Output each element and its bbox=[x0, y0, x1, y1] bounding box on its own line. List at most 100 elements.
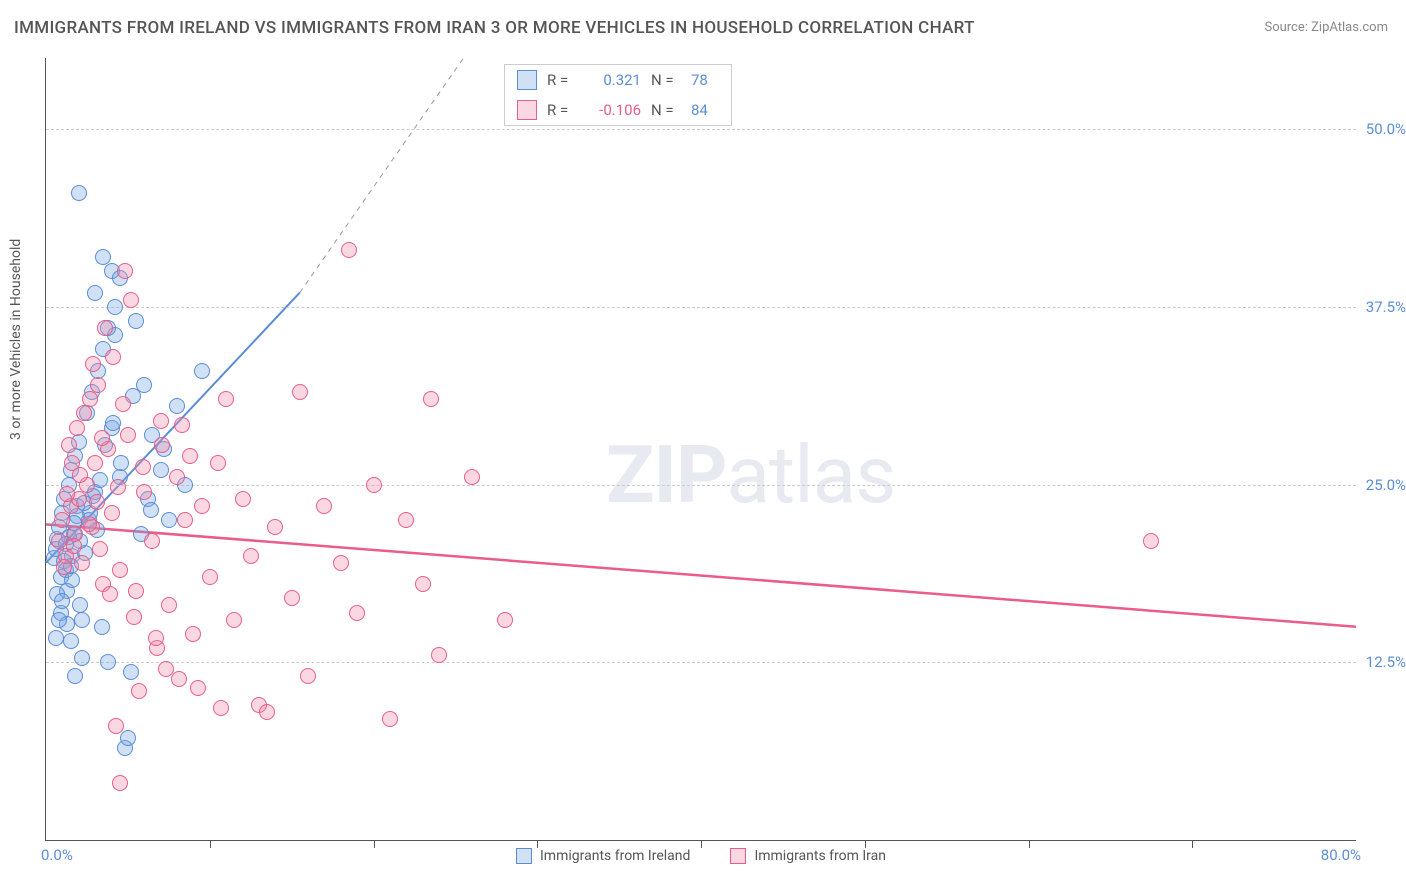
data-point bbox=[194, 363, 210, 379]
chart-container: IMMIGRANTS FROM IRELAND VS IMMIGRANTS FR… bbox=[0, 0, 1406, 892]
plot-area: ZIPatlas R =0.321N =78R =-0.106N =84 Imm… bbox=[45, 58, 1356, 841]
x-tick-mark bbox=[865, 840, 866, 848]
gridline bbox=[46, 129, 1356, 130]
data-point bbox=[117, 263, 133, 279]
x-tick-mark bbox=[210, 840, 211, 848]
data-point bbox=[292, 384, 308, 400]
data-point bbox=[126, 609, 142, 625]
data-point bbox=[108, 718, 124, 734]
legend-swatch bbox=[516, 848, 532, 864]
data-point bbox=[48, 630, 64, 646]
data-point bbox=[154, 437, 170, 453]
data-point bbox=[123, 664, 139, 680]
data-point bbox=[202, 569, 218, 585]
gridline bbox=[46, 662, 1356, 663]
data-point bbox=[74, 555, 90, 571]
data-point bbox=[300, 668, 316, 684]
data-point bbox=[87, 285, 103, 301]
data-point bbox=[497, 612, 513, 628]
data-point bbox=[95, 249, 111, 265]
data-point bbox=[120, 427, 136, 443]
data-point bbox=[194, 498, 210, 514]
data-point bbox=[66, 538, 82, 554]
data-point bbox=[87, 455, 103, 471]
data-point bbox=[218, 391, 234, 407]
data-point bbox=[69, 420, 85, 436]
x-tick-origin: 0.0% bbox=[41, 846, 73, 864]
data-point bbox=[105, 415, 121, 431]
data-point bbox=[177, 512, 193, 528]
data-point bbox=[59, 486, 75, 502]
correlation-legend: R =0.321N =78R = -0.106 N = 84 bbox=[504, 64, 732, 126]
data-point bbox=[67, 668, 83, 684]
n-value: 78 bbox=[691, 71, 719, 89]
data-point bbox=[90, 377, 106, 393]
x-tick-mark bbox=[537, 840, 538, 848]
x-tick-mark bbox=[374, 840, 375, 848]
data-point bbox=[169, 398, 185, 414]
data-point bbox=[161, 597, 177, 613]
legend-item: Immigrants from Ireland bbox=[516, 848, 690, 864]
data-point bbox=[104, 505, 120, 521]
gridline bbox=[46, 485, 1356, 486]
data-point bbox=[63, 633, 79, 649]
legend-swatch bbox=[730, 848, 746, 864]
data-point bbox=[316, 498, 332, 514]
r-label: R = bbox=[547, 71, 575, 89]
source-link[interactable]: ZipAtlas.com bbox=[1311, 20, 1388, 35]
gridline bbox=[46, 307, 1356, 308]
data-point bbox=[97, 320, 113, 336]
data-point bbox=[431, 647, 447, 663]
data-point bbox=[110, 479, 126, 495]
x-tick-mark bbox=[1192, 840, 1193, 848]
data-point bbox=[423, 391, 439, 407]
data-point bbox=[259, 704, 275, 720]
x-tick-mark bbox=[1029, 840, 1030, 848]
data-point bbox=[382, 711, 398, 727]
data-point bbox=[113, 455, 129, 471]
data-point bbox=[74, 650, 90, 666]
source-attribution: Source: ZipAtlas.com bbox=[1264, 20, 1388, 35]
data-point bbox=[56, 559, 72, 575]
data-point bbox=[185, 626, 201, 642]
data-point bbox=[115, 396, 131, 412]
data-point bbox=[100, 654, 116, 670]
data-point bbox=[174, 417, 190, 433]
data-point bbox=[72, 467, 88, 483]
data-point bbox=[235, 491, 251, 507]
data-point bbox=[341, 242, 357, 258]
data-point bbox=[398, 512, 414, 528]
data-point bbox=[74, 612, 90, 628]
source-prefix: Source: bbox=[1264, 20, 1311, 35]
legend-swatch bbox=[517, 100, 537, 120]
data-point bbox=[54, 593, 70, 609]
data-point bbox=[284, 590, 300, 606]
n-value: 84 bbox=[691, 101, 719, 119]
trend-lines-layer bbox=[46, 58, 1356, 840]
data-point bbox=[415, 576, 431, 592]
x-tick-mark bbox=[701, 840, 702, 848]
legend-swatch bbox=[517, 70, 537, 90]
data-point bbox=[135, 459, 151, 475]
data-point bbox=[182, 448, 198, 464]
legend-row: R =0.321N =78 bbox=[505, 65, 731, 95]
data-point bbox=[153, 413, 169, 429]
chart-title: IMMIGRANTS FROM IRELAND VS IMMIGRANTS FR… bbox=[14, 18, 975, 38]
data-point bbox=[213, 700, 229, 716]
n-label: N = bbox=[651, 101, 681, 119]
data-point bbox=[102, 586, 118, 602]
data-point bbox=[61, 437, 77, 453]
data-point bbox=[210, 455, 226, 471]
data-point bbox=[464, 469, 480, 485]
data-point bbox=[349, 605, 365, 621]
r-value: -0.106 bbox=[585, 101, 641, 119]
data-point bbox=[131, 683, 147, 699]
data-point bbox=[161, 512, 177, 528]
data-point bbox=[54, 512, 70, 528]
data-point bbox=[51, 612, 67, 628]
data-point bbox=[128, 313, 144, 329]
trend-line bbox=[46, 524, 1356, 626]
data-point bbox=[89, 494, 105, 510]
trend-line-extrapolated bbox=[300, 58, 464, 293]
series-legend: Immigrants from IrelandImmigrants from I… bbox=[46, 848, 1356, 864]
